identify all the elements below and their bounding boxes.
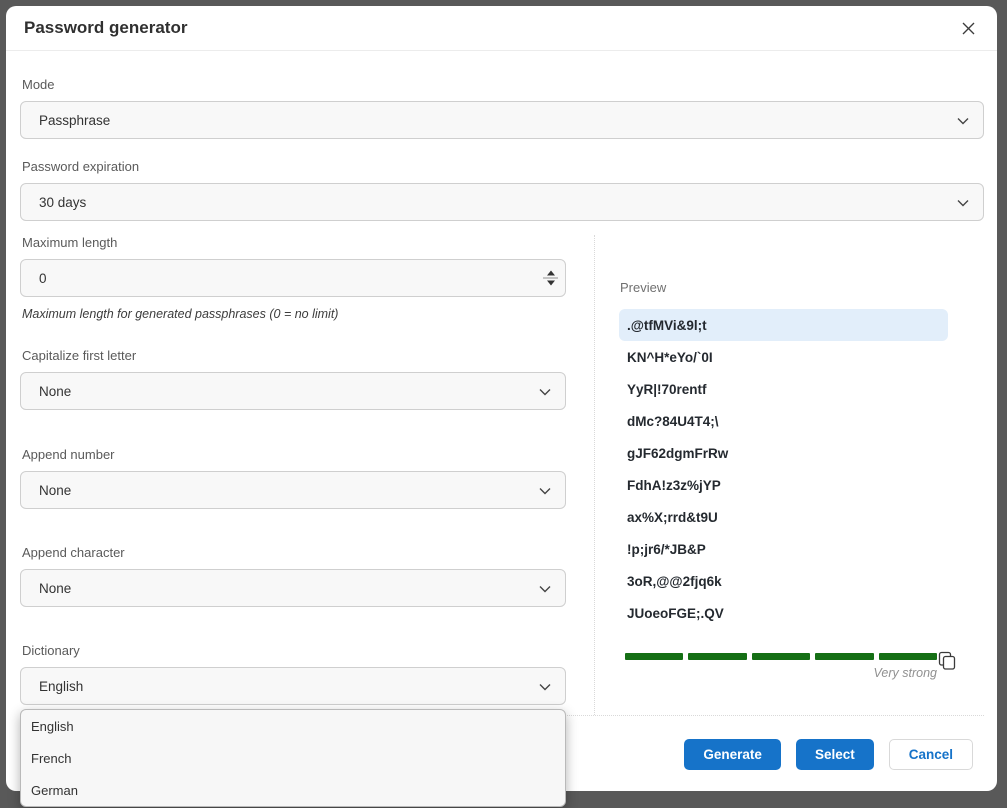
mode-label: Mode	[22, 77, 55, 92]
strength-label: Very strong	[873, 666, 937, 680]
stepper-up-icon[interactable]	[546, 270, 555, 276]
strength-bars	[625, 653, 938, 660]
append-number-label: Append number	[22, 447, 115, 462]
append-character-select[interactable]: None	[20, 569, 566, 607]
password-row[interactable]: KN^H*eYo/`0I	[627, 349, 713, 365]
stepper-down-icon[interactable]	[546, 280, 555, 286]
dialog-title: Password generator	[24, 18, 188, 37]
dictionary-select[interactable]: English	[20, 667, 566, 705]
dictionary-option-french[interactable]: French	[31, 750, 72, 766]
append-number-field: Append number None	[20, 447, 566, 509]
strength-bar	[751, 653, 811, 660]
max-length-label: Maximum length	[22, 235, 118, 250]
mode-select[interactable]: Passphrase	[20, 101, 984, 139]
append-character-select-value: None	[39, 580, 72, 596]
max-length-input-box	[20, 259, 566, 297]
dictionary-option-german[interactable]: German	[31, 782, 78, 798]
expiration-field: Password expiration 30 days	[20, 159, 984, 221]
cancel-button[interactable]: Cancel	[888, 739, 973, 770]
chevron-down-icon	[539, 483, 551, 498]
strength-bar	[625, 653, 684, 660]
chevron-down-icon	[539, 679, 551, 694]
max-length-input[interactable]	[39, 270, 529, 286]
password-row[interactable]: !p;jr6/*JB&P	[627, 541, 706, 557]
stepper-divider	[543, 277, 558, 279]
preview-column: Preview .@tfMVi&9l;t KN^H*eYo/`0I YyR|!7…	[595, 235, 959, 715]
capitalize-select-value: None	[39, 383, 72, 399]
password-row[interactable]: FdhA!z3z%jYP	[627, 477, 721, 493]
options-column: Maximum length Maximum length for genera…	[20, 235, 595, 807]
strength-bar	[688, 653, 747, 660]
capitalize-label: Capitalize first letter	[22, 348, 137, 363]
mode-field: Mode Passphrase	[20, 77, 984, 139]
number-stepper[interactable]	[543, 270, 558, 286]
dictionary-option-english[interactable]: English	[31, 718, 74, 734]
options-preview-columns: Maximum length Maximum length for genera…	[20, 235, 984, 807]
password-row[interactable]: .@tfMVi&9l;t	[619, 309, 948, 341]
password-row[interactable]: ax%X;rrd&t9U	[627, 509, 718, 525]
strength-bar	[878, 653, 938, 660]
dialog-body: Mode Passphrase Password expiration 30 d…	[6, 51, 997, 807]
password-row[interactable]: YyR|!70rentf	[627, 381, 707, 397]
chevron-down-icon	[539, 581, 551, 596]
password-row[interactable]: dMc?84U4T4;\	[627, 413, 719, 429]
password-row[interactable]: 3oR,@@2fjq6k	[627, 573, 722, 589]
password-generator-dialog: Password generator Mode Passphrase Passw…	[6, 6, 997, 807]
capitalize-field: Capitalize first letter None	[20, 348, 566, 410]
append-number-select-value: None	[39, 482, 72, 498]
password-row[interactable]: JUoeoFGE;.QV	[627, 605, 724, 621]
expiration-select-value: 30 days	[39, 194, 87, 210]
chevron-down-icon	[539, 384, 551, 399]
expiration-select[interactable]: 30 days	[20, 183, 984, 221]
mode-select-value: Passphrase	[39, 112, 111, 128]
capitalize-select[interactable]: None	[20, 372, 566, 410]
max-length-field: Maximum length Maximum length for genera…	[20, 235, 566, 322]
expiration-label: Password expiration	[22, 159, 140, 174]
preview-label: Preview	[620, 280, 667, 295]
dialog-footer: Generate Select Cancel	[20, 716, 984, 770]
chevron-down-icon	[957, 113, 969, 128]
dictionary-field: Dictionary English English French German	[20, 643, 566, 807]
dialog-header: Password generator	[6, 6, 997, 51]
copy-icon[interactable]	[937, 651, 957, 674]
strength-meter: Very strong	[619, 653, 938, 680]
chevron-down-icon	[957, 195, 969, 210]
dictionary-option-list: English French German	[20, 709, 566, 807]
append-character-label: Append character	[22, 545, 125, 560]
strength-bar	[815, 653, 874, 660]
strength-meter-row: Very strong	[619, 651, 959, 680]
generate-button[interactable]: Generate	[684, 739, 781, 770]
select-button[interactable]: Select	[795, 739, 874, 770]
max-length-helper-text: Maximum length for generated passphrases…	[22, 307, 339, 321]
dictionary-label: Dictionary	[22, 643, 80, 658]
dictionary-select-value: English	[39, 678, 84, 694]
close-icon[interactable]	[959, 19, 977, 37]
password-row[interactable]: gJF62dgmFrRw	[627, 445, 729, 461]
append-number-select[interactable]: None	[20, 471, 566, 509]
append-character-field: Append character None	[20, 545, 566, 607]
password-list: .@tfMVi&9l;t KN^H*eYo/`0I YyR|!70rentf d…	[619, 309, 948, 629]
